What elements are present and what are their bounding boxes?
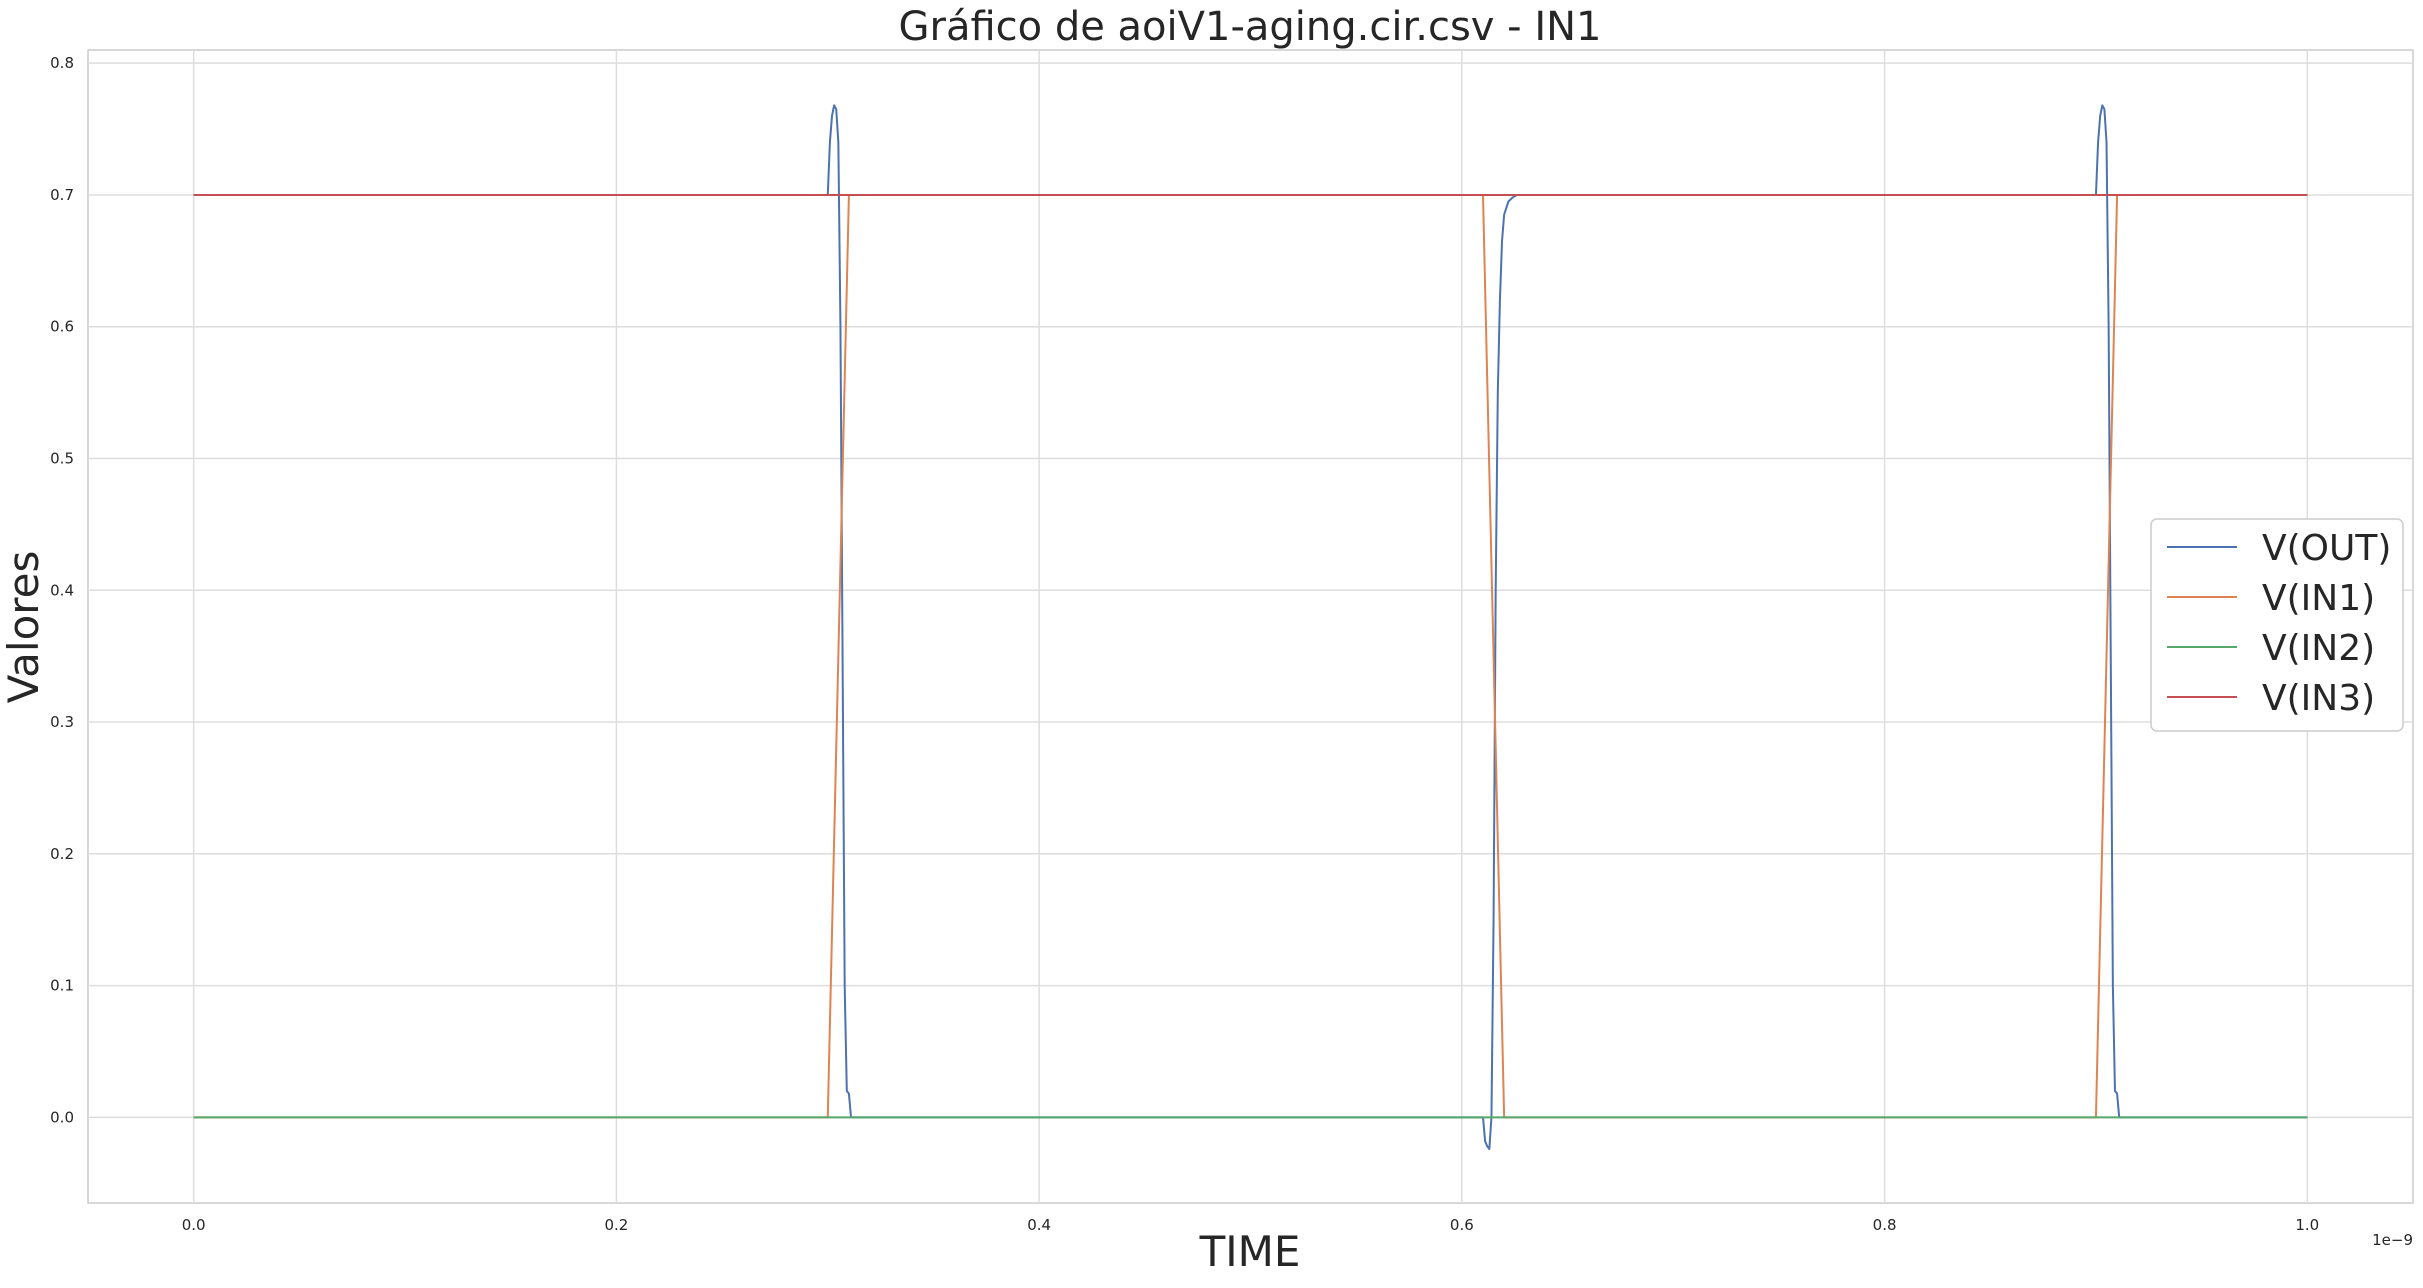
x-axis-offset-label: 1e−9 bbox=[2372, 1231, 2413, 1249]
legend-label-v-out: V(OUT) bbox=[2262, 528, 2391, 569]
series-lines bbox=[193, 104, 2308, 1150]
y-tick-label: 0.2 bbox=[50, 845, 74, 863]
series-line-v-out bbox=[193, 104, 2308, 1150]
y-tick-label: 0.1 bbox=[50, 977, 74, 995]
series-line-v-in1 bbox=[193, 193, 2308, 1119]
y-tick-label: 0.4 bbox=[50, 581, 74, 599]
y-tick-label: 0.8 bbox=[50, 54, 74, 72]
legend-label-v-in2: V(IN2) bbox=[2262, 628, 2375, 669]
legend: V(OUT) V(IN1) V(IN2) V(IN3) bbox=[2150, 518, 2404, 732]
y-tick-label: 0.5 bbox=[50, 449, 74, 467]
chart-title: Gráfico de aoiV1-aging.cir.csv - IN1 bbox=[899, 4, 1602, 50]
plot-area bbox=[87, 49, 2414, 1204]
x-tick-label: 0.6 bbox=[1450, 1216, 1474, 1234]
y-axis-label: Valores bbox=[0, 551, 48, 704]
y-tick-label: 0.6 bbox=[50, 318, 74, 336]
x-tick-label: 0.2 bbox=[604, 1216, 628, 1234]
x-tick-label: 0.8 bbox=[1873, 1216, 1897, 1234]
legend-label-v-in1: V(IN1) bbox=[2262, 578, 2375, 619]
x-axis-label: TIME bbox=[1199, 1227, 1301, 1276]
legend-box bbox=[2150, 518, 2404, 732]
tick-labels: 0.0 0.2 0.4 0.6 0.8 1.0 0.0 0.1 0.2 0.3 0.4 0.5 0.6 0… bbox=[50, 54, 2319, 1234]
legend-label-v-in3: V(IN3) bbox=[2262, 678, 2375, 719]
y-tick-label: 0.0 bbox=[50, 1108, 74, 1126]
x-tick-label: 0.0 bbox=[182, 1216, 206, 1234]
x-tick-label: 1.0 bbox=[2295, 1216, 2319, 1234]
x-tick-label: 0.4 bbox=[1027, 1216, 1051, 1234]
y-tick-label: 0.3 bbox=[50, 713, 74, 731]
y-tick-label: 0.7 bbox=[50, 186, 74, 204]
